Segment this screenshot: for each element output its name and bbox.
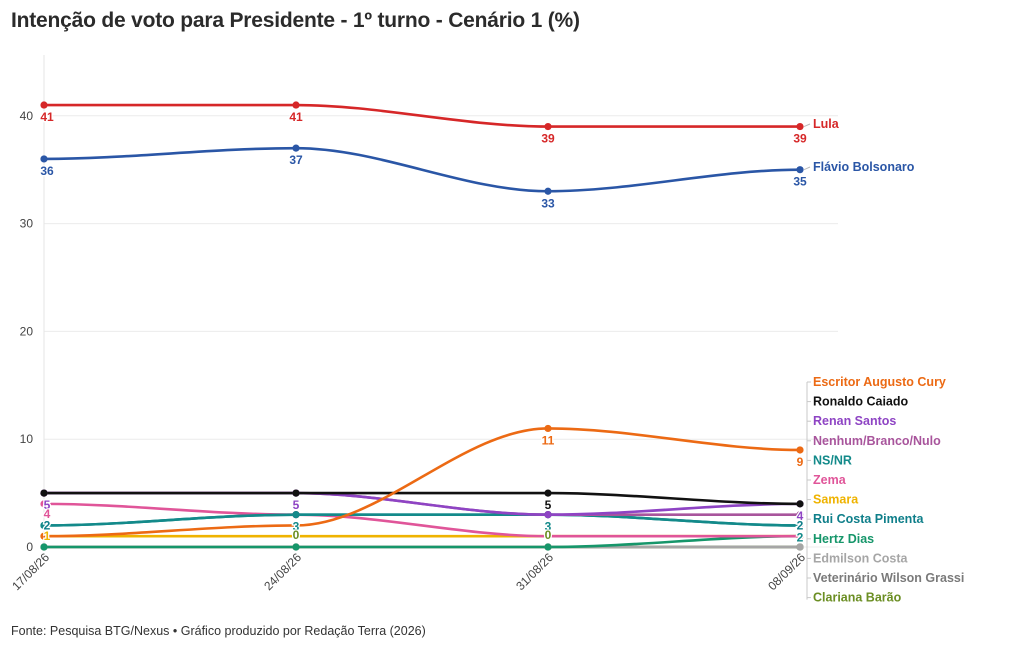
data-label-ns-nr-1: 3: [293, 520, 300, 534]
data-label-flavio-bolsonaro-0: 36: [40, 164, 54, 178]
data-point-flavio-bolsonaro-0: [40, 155, 48, 163]
data-point-flavio-bolsonaro-3: [796, 166, 804, 174]
legend-label-flavio-bolsonaro: Flávio Bolsonaro: [813, 160, 915, 174]
data-point-renan-santos-2: [544, 511, 552, 519]
data-point-ns-nr-0: [40, 521, 48, 530]
y-tick-label-0: 0: [26, 540, 33, 554]
y-tick-label-10: 10: [20, 432, 34, 446]
data-point-edmilson-costa-3: [796, 543, 804, 551]
chart-source-footer: Fonte: Pesquisa BTG/Nexus • Gráfico prod…: [11, 624, 426, 638]
data-label-ns-nr-3: 2: [797, 530, 804, 544]
data-label-clariana-barao-2: 0: [545, 528, 552, 542]
data-point-zema-2: [544, 532, 552, 540]
y-tick-label-20: 20: [20, 324, 34, 338]
data-label-ns-nr-2: 3: [545, 520, 552, 534]
data-point-flavio-bolsonaro-2: [544, 187, 552, 195]
legend-label-rui-costa-pimenta: Rui Costa Pimenta: [813, 512, 924, 526]
legend-connector-flavio-bolsonaro: [803, 166, 811, 171]
data-point-ns-nr-3: [796, 521, 804, 530]
data-label-samara-0: 1: [44, 529, 51, 543]
data-label-clariana-barao-1: 0: [293, 528, 300, 542]
legend-label-edmilson-costa: Edmilson Costa: [813, 551, 909, 565]
series-line-ns-nr: [42, 513, 802, 527]
data-point-ronaldo-caiado-0: [40, 489, 48, 497]
data-point-zema-3: [796, 532, 804, 540]
data-label-ronaldo-caiado-2: 5: [545, 498, 552, 512]
legend-label-veterinario-wilson-grassi: Veterinário Wilson Grassi: [813, 571, 964, 585]
legend-label-ns-nr: NS/NR: [813, 453, 852, 467]
series-line-hertz-dias: [42, 534, 802, 549]
legend-label-zema: Zema: [813, 473, 847, 487]
data-label-rui-costa-pimenta-0: 2: [44, 518, 51, 532]
data-point-flavio-bolsonaro-1: [292, 144, 300, 152]
legend-labels: Lula Flávio Bolsonaro Escritor Augusto Cur…: [803, 117, 964, 605]
data-label-lula-3: 39: [793, 132, 807, 146]
data-point-hertz-dias-2: [544, 543, 552, 551]
data-point-lula-3: [796, 122, 804, 131]
series-line-flavio-bolsonaro: [42, 146, 802, 193]
chart-title: Intenção de voto para Presidente - 1º tu…: [11, 9, 580, 32]
data-label-lula-0: 41: [40, 110, 54, 124]
series-line-lula: [42, 103, 802, 128]
data-point-ns-nr-1: [292, 511, 300, 519]
series-line-renan-santos: [42, 491, 802, 516]
data-point-zema-0: [40, 500, 48, 508]
data-label-rui-costa-pimenta-3: 2: [797, 518, 804, 532]
data-label-lula-1: 41: [289, 110, 303, 124]
series-lines: [42, 103, 802, 549]
x-tick-label-2: 31/08/26: [513, 550, 556, 593]
data-label-lula-2: 39: [541, 132, 555, 146]
data-point-hertz-dias-1: [292, 543, 300, 551]
data-point-hertz-dias-0: [40, 543, 48, 551]
legend-label-lula: Lula: [813, 117, 840, 131]
y-tick-label-40: 40: [20, 109, 34, 123]
data-point-nenhum-branco-nulo-3: [796, 511, 804, 519]
data-point-lula-1: [292, 101, 300, 109]
data-point-ronaldo-caiado-3: [796, 500, 804, 508]
legend-connector-lula: [803, 123, 811, 128]
legend-label-hertz-dias: Hertz Dias: [813, 532, 874, 546]
data-point-samara-1: [292, 532, 300, 540]
legend-label-escritor-augusto-cury: Escritor Augusto Cury: [813, 375, 946, 389]
data-point-escritor-augusto-cury-2: [544, 424, 552, 433]
data-point-ronaldo-caiado-2: [544, 489, 552, 497]
legend-label-samara: Samara: [813, 493, 859, 507]
data-label-flavio-bolsonaro-3: 35: [793, 175, 807, 189]
data-label-escritor-augusto-cury-3: 9: [797, 455, 804, 469]
series-line-ronaldo-caiado: [42, 491, 802, 506]
data-label-zema-0: 4: [44, 507, 51, 521]
x-tick-label-0: 17/08/26: [9, 550, 52, 593]
x-tick-label-3: 08/09/26: [765, 550, 808, 593]
data-point-lula-0: [40, 101, 48, 109]
gridlines: [44, 115, 838, 548]
legend-label-clariana-barao: Clariana Barão: [813, 591, 902, 605]
series-line-zema: [42, 502, 802, 538]
data-point-escritor-augusto-cury-3: [796, 446, 804, 454]
data-label-renan-santos-1: 5: [293, 498, 300, 512]
data-point-lula-2: [544, 122, 552, 131]
data-label-flavio-bolsonaro-2: 33: [541, 196, 555, 210]
y-tick-label-30: 30: [20, 217, 34, 231]
legend-label-ronaldo-caiado: Ronaldo Caiado: [813, 395, 909, 409]
data-label-renan-santos-3: 4: [797, 509, 804, 523]
data-label-escritor-augusto-cury-2: 11: [542, 433, 555, 447]
data-point-ronaldo-caiado-1: [292, 489, 300, 497]
legend-label-nenhum-branco-nulo: Nenhum/Branco/Nulo: [813, 434, 941, 448]
legend-label-renan-santos: Renan Santos: [813, 414, 896, 428]
data-point-escritor-augusto-cury-0: [40, 532, 48, 540]
data-point-escritor-augusto-cury-1: [292, 521, 300, 530]
data-label-flavio-bolsonaro-1: 37: [289, 153, 303, 167]
data-points: [40, 101, 804, 551]
x-tick-label-1: 24/08/26: [261, 550, 304, 593]
data-label-renan-santos-0: 5: [44, 498, 51, 512]
data-label-nenhum-branco-nulo-3: 3: [797, 519, 804, 533]
series-line-escritor-augusto-cury: [42, 427, 802, 538]
